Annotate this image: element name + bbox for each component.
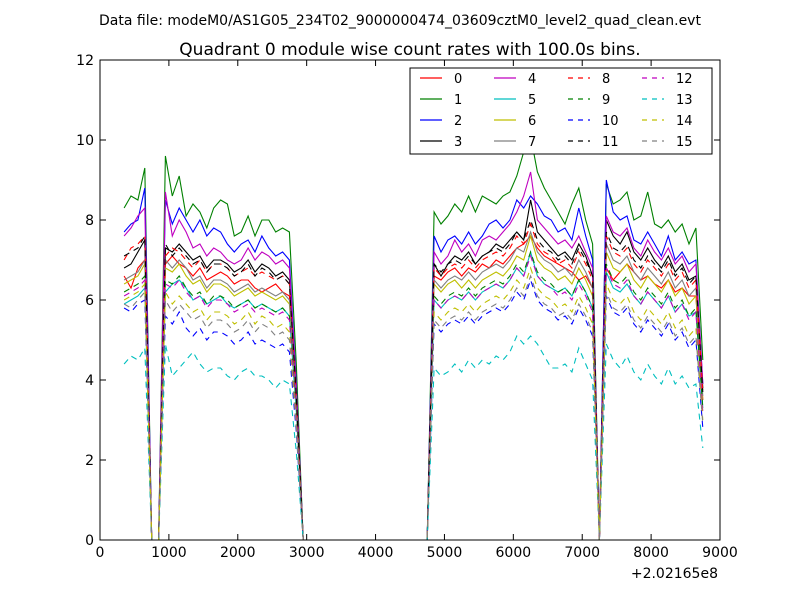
series-line-13 (123, 334, 704, 541)
series-line-11 (123, 218, 704, 541)
x-tick-label: 4000 (358, 545, 394, 561)
series-line-7 (123, 230, 704, 541)
legend-label-13: 13 (676, 93, 693, 108)
legend-label-3: 3 (454, 135, 462, 150)
series-line-10 (123, 278, 704, 541)
y-tick-label: 0 (85, 533, 94, 549)
series-line-9 (123, 250, 704, 541)
x-tick-label: 8000 (633, 545, 669, 561)
x-tick-label: 2000 (220, 545, 256, 561)
legend-label-12: 12 (676, 72, 693, 87)
legend-label-11: 11 (602, 135, 619, 150)
x-tick-label: 1000 (151, 545, 187, 561)
series-line-3 (123, 199, 704, 541)
y-tick-label: 8 (85, 213, 94, 229)
legend-label-10: 10 (602, 114, 619, 129)
series-line-12 (123, 254, 704, 541)
x-tick-label: 0 (96, 545, 105, 561)
x-offset-label: +2.02165e8 (631, 566, 718, 582)
x-tick-label: 7000 (564, 545, 600, 561)
legend-box (409, 67, 713, 155)
legend-label-8: 8 (602, 72, 610, 87)
series-layer (123, 134, 704, 541)
x-tick-label: 5000 (427, 545, 463, 561)
legend-label-9: 9 (602, 93, 610, 108)
legend-label-6: 6 (528, 114, 536, 129)
series-line-8 (123, 222, 704, 541)
series-line-1 (123, 134, 704, 541)
legend-label-1: 1 (454, 93, 462, 108)
y-tick-label: 4 (85, 373, 94, 389)
series-line-14 (123, 266, 704, 541)
series-line-6 (123, 233, 704, 541)
legend-label-0: 0 (454, 72, 462, 87)
y-tick-label: 12 (76, 53, 94, 69)
x-tick-label: 3000 (289, 545, 325, 561)
x-tick-label: 6000 (496, 545, 532, 561)
series-line-2 (123, 179, 704, 541)
y-tick-label: 2 (85, 453, 94, 469)
chart-title: Quadrant 0 module wise count rates with … (179, 40, 640, 60)
axis-ticks: 0 1000 2000 3000 4000 5000 6000 7000 8000 9000 0 2 4… (76, 53, 738, 561)
x-tick-label: 9000 (702, 545, 738, 561)
y-tick-label: 10 (76, 133, 94, 149)
legend-label-15: 15 (676, 135, 693, 150)
legend-label-2: 2 (454, 114, 462, 129)
legend-label-4: 4 (528, 72, 536, 87)
legend-label-7: 7 (528, 135, 536, 150)
y-tick-label: 6 (85, 293, 94, 309)
legend-label-14: 14 (676, 114, 693, 129)
legend-label-5: 5 (528, 93, 536, 108)
series-line-4 (123, 171, 704, 541)
figure-suptitle: Data file: modeM0/AS1G05_234T02_90000004… (99, 13, 701, 29)
